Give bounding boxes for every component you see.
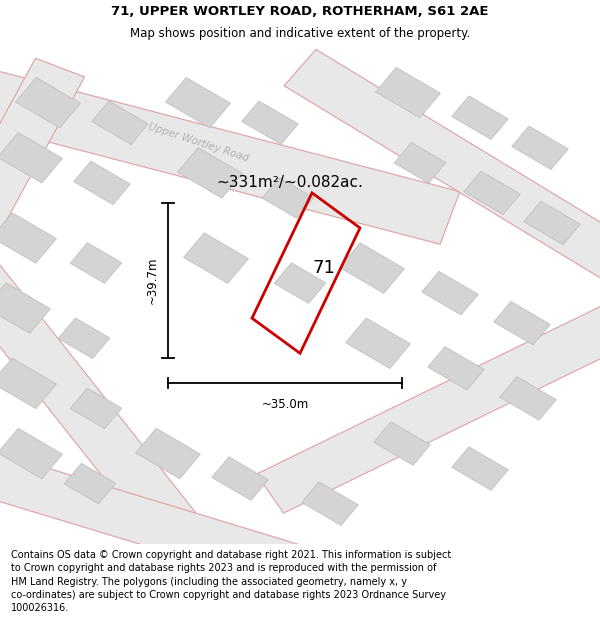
Polygon shape	[452, 96, 508, 139]
Polygon shape	[178, 148, 242, 198]
Polygon shape	[512, 126, 568, 169]
Polygon shape	[302, 482, 358, 526]
Polygon shape	[0, 132, 62, 183]
Polygon shape	[0, 428, 62, 479]
Polygon shape	[92, 101, 148, 144]
Polygon shape	[340, 242, 404, 293]
Polygon shape	[500, 377, 556, 420]
Polygon shape	[166, 78, 230, 128]
Polygon shape	[428, 346, 484, 390]
Polygon shape	[374, 422, 430, 465]
Polygon shape	[284, 49, 600, 286]
Polygon shape	[16, 78, 80, 128]
Polygon shape	[70, 388, 122, 429]
Text: Contains OS data © Crown copyright and database right 2021. This information is : Contains OS data © Crown copyright and d…	[11, 550, 451, 613]
Polygon shape	[184, 232, 248, 283]
Polygon shape	[494, 301, 550, 345]
Polygon shape	[0, 448, 309, 590]
Polygon shape	[64, 463, 116, 504]
Polygon shape	[70, 242, 122, 283]
Polygon shape	[0, 213, 56, 263]
Polygon shape	[256, 299, 600, 513]
Polygon shape	[212, 457, 268, 501]
Polygon shape	[0, 358, 56, 409]
Polygon shape	[524, 201, 580, 245]
Polygon shape	[136, 428, 200, 479]
Polygon shape	[262, 177, 314, 218]
Polygon shape	[74, 161, 130, 204]
Text: 71: 71	[313, 259, 335, 277]
Polygon shape	[0, 58, 85, 243]
Polygon shape	[376, 68, 440, 118]
Text: ~39.7m: ~39.7m	[146, 257, 159, 304]
Text: ~331m²/~0.082ac.: ~331m²/~0.082ac.	[216, 176, 363, 191]
Polygon shape	[0, 283, 50, 333]
Polygon shape	[274, 262, 326, 303]
Polygon shape	[242, 101, 298, 144]
Text: 71, UPPER WORTLEY ROAD, ROTHERHAM, S61 2AE: 71, UPPER WORTLEY ROAD, ROTHERHAM, S61 2…	[111, 6, 489, 18]
Polygon shape	[346, 318, 410, 369]
Text: Map shows position and indicative extent of the property.: Map shows position and indicative extent…	[130, 28, 470, 41]
Polygon shape	[0, 66, 460, 244]
Polygon shape	[452, 447, 508, 491]
Polygon shape	[58, 318, 110, 359]
Polygon shape	[0, 256, 203, 546]
Polygon shape	[422, 271, 478, 315]
Polygon shape	[464, 171, 520, 214]
Polygon shape	[394, 142, 446, 183]
Text: ~35.0m: ~35.0m	[262, 398, 308, 411]
Text: Upper Wortley Road: Upper Wortley Road	[146, 122, 250, 164]
